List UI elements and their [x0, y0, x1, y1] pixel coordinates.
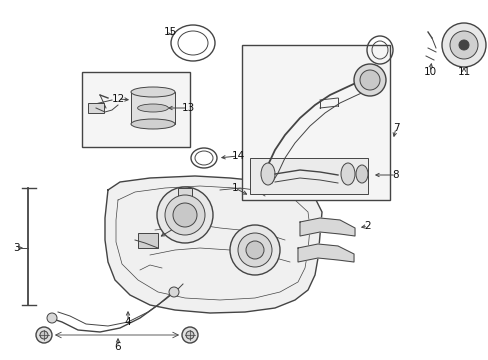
Bar [249, 158, 367, 194]
Ellipse shape [261, 163, 274, 185]
Bar [242, 45, 389, 200]
Text: 13: 13 [181, 103, 194, 113]
Circle shape [47, 313, 57, 323]
Text: 11: 11 [456, 67, 469, 77]
Bar [82, 72, 190, 147]
Circle shape [157, 187, 213, 243]
Ellipse shape [340, 163, 354, 185]
Circle shape [36, 327, 52, 343]
Text: 9: 9 [366, 67, 372, 77]
Circle shape [182, 327, 198, 343]
Circle shape [185, 331, 194, 339]
Text: 14: 14 [231, 151, 244, 161]
Circle shape [359, 70, 379, 90]
Circle shape [353, 64, 385, 96]
Bar [88, 103, 104, 113]
Ellipse shape [137, 104, 168, 112]
Circle shape [245, 241, 264, 259]
Ellipse shape [131, 87, 175, 97]
Circle shape [173, 203, 197, 227]
Text: 15: 15 [163, 27, 176, 37]
Text: 7: 7 [392, 123, 399, 133]
Ellipse shape [131, 119, 175, 129]
Circle shape [458, 40, 468, 50]
Text: 12: 12 [111, 94, 124, 104]
Circle shape [441, 23, 485, 67]
Text: 5: 5 [171, 223, 178, 233]
Text: 8: 8 [392, 170, 399, 180]
Ellipse shape [355, 165, 367, 183]
Text: 2: 2 [364, 221, 370, 231]
Circle shape [238, 233, 271, 267]
Circle shape [169, 287, 179, 297]
Polygon shape [105, 176, 321, 313]
Text: 4: 4 [124, 317, 131, 327]
Bar [131, 92, 175, 124]
Circle shape [229, 225, 280, 275]
Text: 10: 10 [423, 67, 436, 77]
Bar [138, 233, 158, 248]
Circle shape [40, 331, 48, 339]
Polygon shape [297, 244, 353, 262]
Circle shape [164, 195, 204, 235]
Circle shape [449, 31, 477, 59]
Text: 6: 6 [115, 342, 121, 352]
Text: 1: 1 [231, 183, 238, 193]
Text: 3: 3 [13, 243, 19, 253]
Polygon shape [299, 218, 354, 236]
Bar [178, 188, 192, 200]
